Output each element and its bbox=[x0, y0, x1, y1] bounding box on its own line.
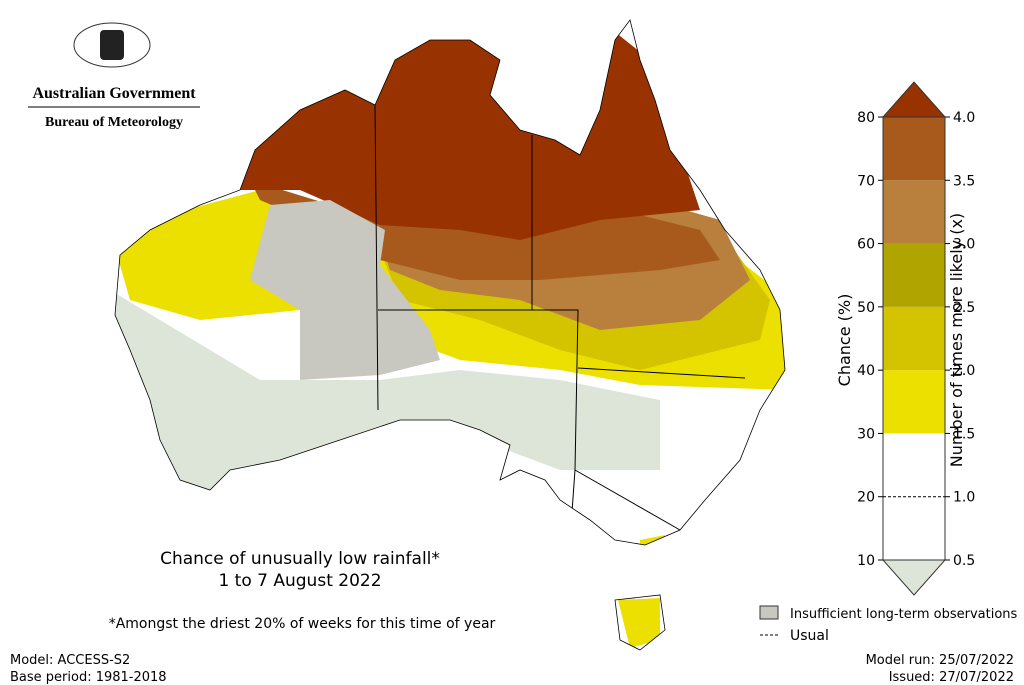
colorbar-low bbox=[881, 559, 947, 596]
ratio-tick-label: 2.5 bbox=[953, 300, 975, 316]
model-run: Model run: 25/07/2022 bbox=[866, 653, 1014, 668]
chance-tick-label: 30 bbox=[857, 426, 875, 442]
footnote: *Amongst the driest 20% of weeks for thi… bbox=[109, 616, 496, 632]
colorbar-band bbox=[883, 496, 945, 560]
base-period: Base period: 1981-2018 bbox=[10, 670, 167, 685]
usual-label: Usual bbox=[790, 628, 829, 644]
australia-map bbox=[115, 20, 785, 650]
colorbar-band bbox=[883, 370, 945, 434]
insufficient-swatch bbox=[759, 605, 779, 620]
chance-tick-label: 50 bbox=[857, 300, 875, 316]
ratio-tick-label: 3.5 bbox=[953, 173, 975, 189]
chance-tick-label: 20 bbox=[857, 490, 875, 506]
ratio-tick-label: 1.5 bbox=[953, 426, 975, 442]
ratio-axis-label: Number of times more likely (x) bbox=[947, 213, 966, 467]
ratio-tick-label: 2.0 bbox=[953, 363, 975, 379]
colorbar-band bbox=[883, 180, 945, 244]
ratio-tick-label: 0.5 bbox=[953, 553, 975, 569]
chance-axis-label: Chance (%) bbox=[835, 294, 854, 387]
chance-tick-label: 40 bbox=[857, 363, 875, 379]
colorbar-band bbox=[883, 243, 945, 307]
chance-tick-label: 60 bbox=[857, 237, 875, 253]
coastline bbox=[114, 19, 786, 651]
colorbar-frame bbox=[882, 116, 946, 561]
government-name: Australian Government bbox=[32, 85, 196, 102]
colorbar-high bbox=[881, 81, 947, 118]
agency-name: Bureau of Meteorology bbox=[45, 115, 183, 130]
colorbar-band bbox=[883, 306, 945, 371]
map-title: Chance of unusually low rainfall* bbox=[160, 549, 440, 569]
chance-tick-label: 10 bbox=[857, 553, 875, 569]
chance-tick-label: 80 bbox=[857, 110, 875, 126]
colorbar-band bbox=[883, 117, 945, 181]
ratio-tick-label: 1.0 bbox=[953, 490, 975, 506]
crest bbox=[73, 22, 151, 68]
map-subtitle: 1 to 7 August 2022 bbox=[218, 571, 381, 591]
ratio-tick-label: 4.0 bbox=[953, 110, 975, 126]
colorbar-band bbox=[883, 433, 945, 497]
insufficient-label: Insufficient long-term observations bbox=[790, 607, 1018, 622]
model: Model: ACCESS-S2 bbox=[10, 653, 130, 668]
chance-tick-label: 70 bbox=[857, 173, 875, 189]
issued: Issued: 27/07/2022 bbox=[889, 670, 1014, 685]
ratio-tick-label: 3.0 bbox=[953, 237, 975, 253]
